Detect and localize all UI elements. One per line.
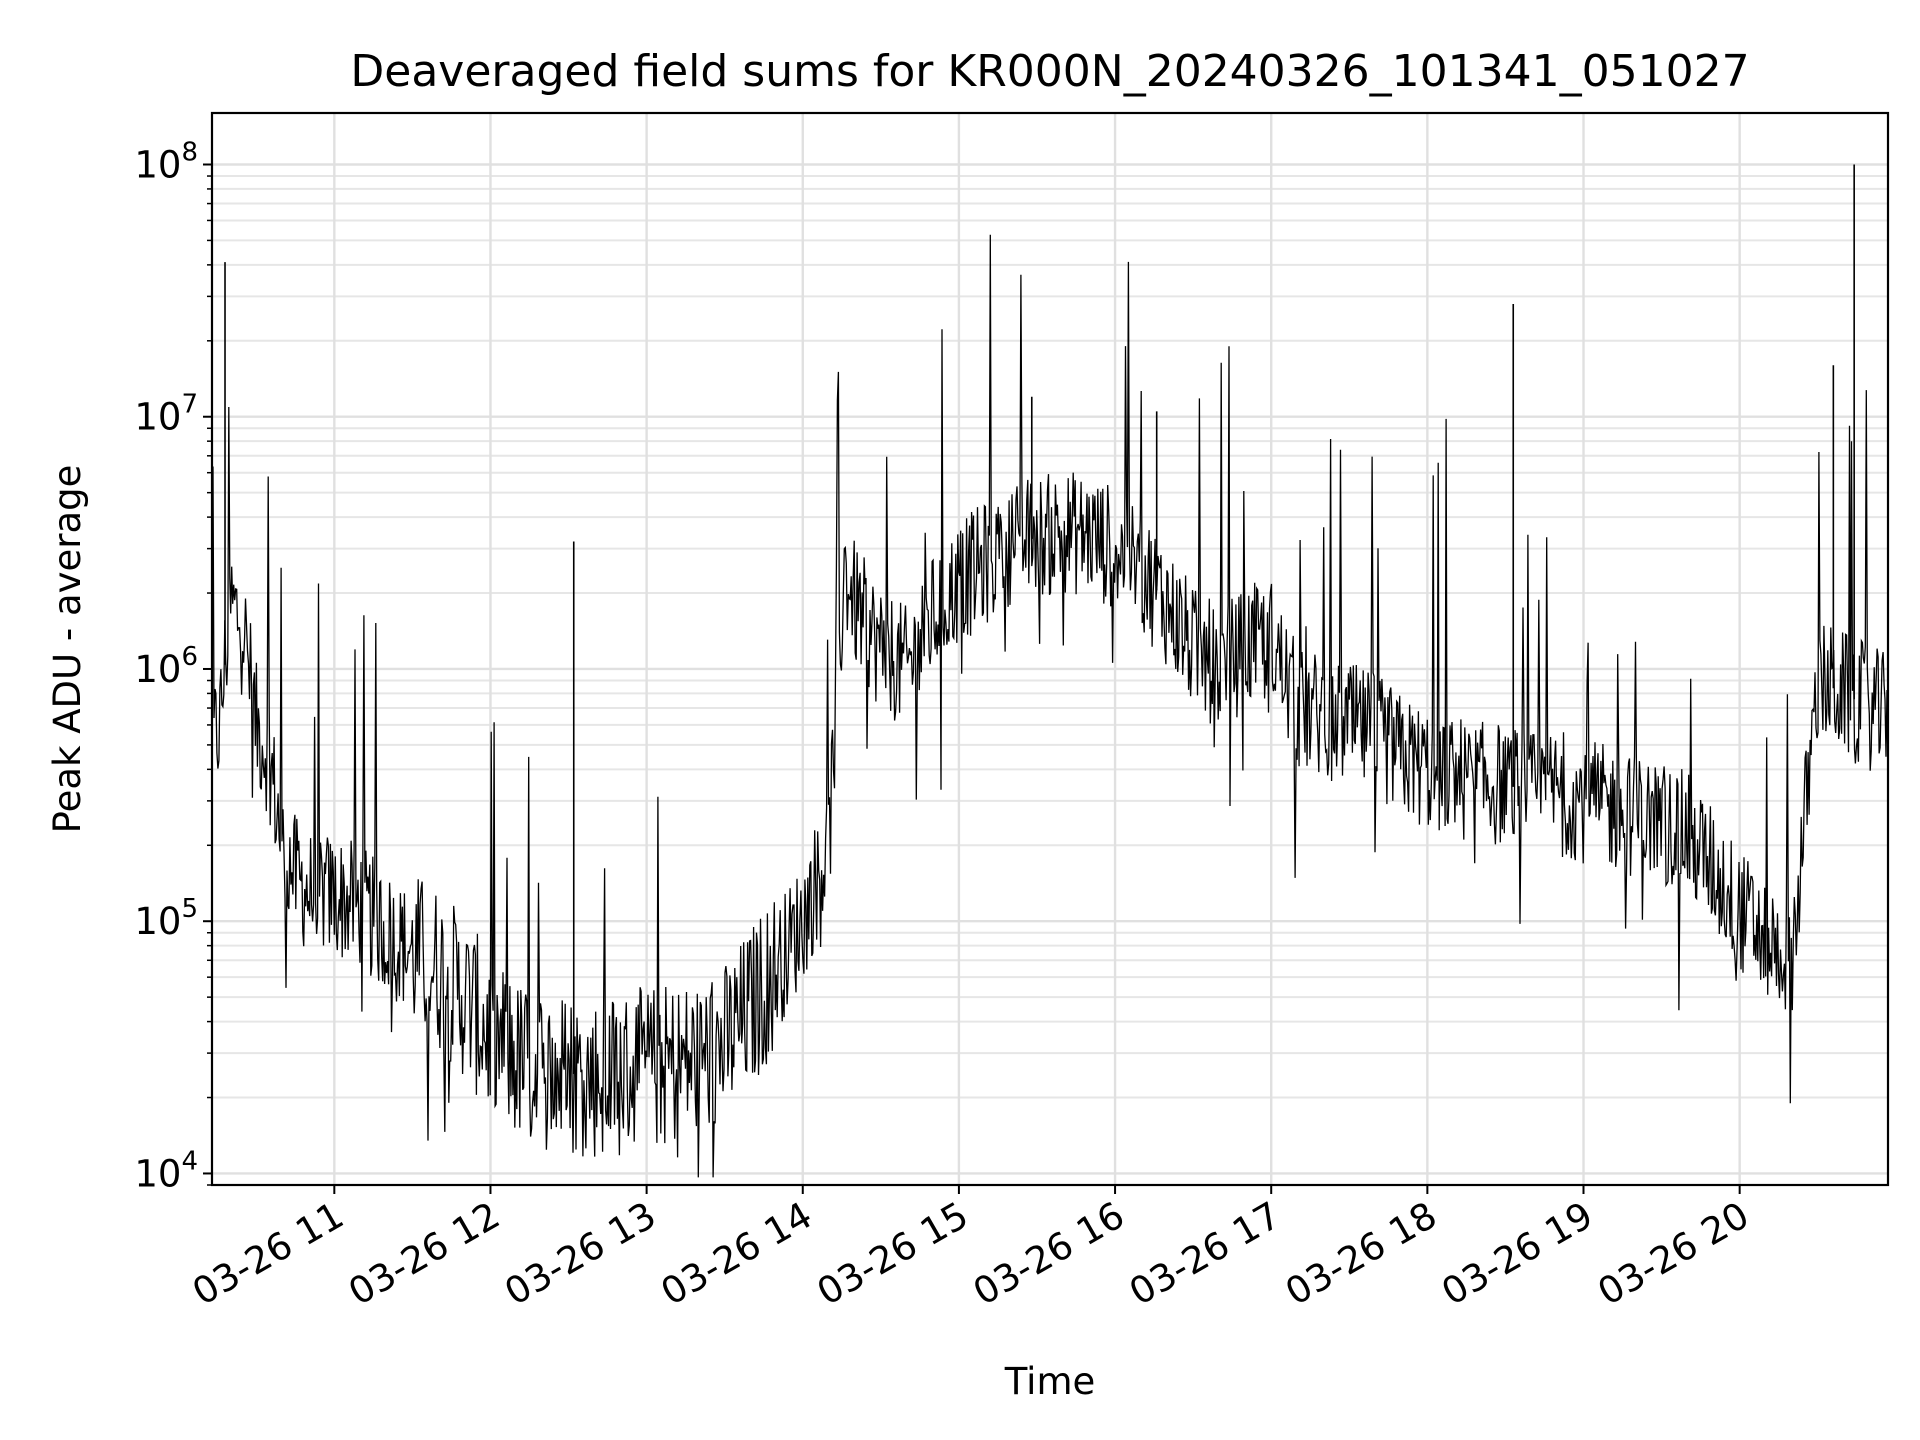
y-axis-label: Peak ADU - average (46, 465, 89, 834)
series-line (211, 234, 1889, 1178)
y-tick-label: 104 (134, 1146, 198, 1195)
y-axis-ticks: 104 105 106 107 108 (134, 137, 212, 1195)
y-tick-label: 107 (134, 390, 198, 439)
chart-title: Deaveraged field sums for KR000N_2024032… (350, 46, 1749, 97)
x-axis-label: Time (1004, 1360, 1096, 1403)
y-tick-label: 108 (134, 137, 198, 186)
y-tick-label: 106 (134, 642, 198, 691)
plot-area (211, 164, 1889, 1178)
plot-frame (210, 111, 1890, 1187)
y-tick-label: 105 (134, 894, 198, 943)
